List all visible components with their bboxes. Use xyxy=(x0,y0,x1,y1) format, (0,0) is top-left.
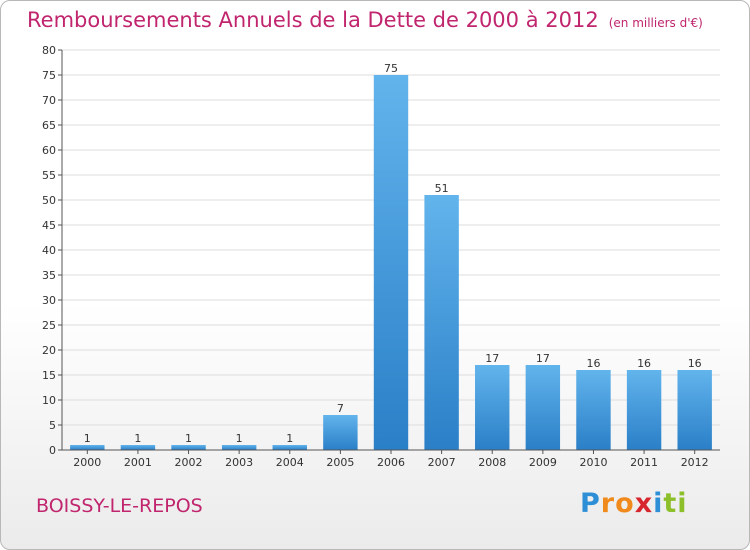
bar-value-label: 1 xyxy=(236,432,243,445)
bar xyxy=(70,445,105,450)
bar xyxy=(626,370,662,450)
y-tick-label: 30 xyxy=(42,294,56,307)
y-tick-label: 50 xyxy=(42,194,56,207)
bar xyxy=(424,195,459,450)
y-tick-label: 5 xyxy=(49,419,56,432)
bar-value-label: 51 xyxy=(435,182,449,195)
bar xyxy=(373,75,409,450)
bar xyxy=(677,370,712,450)
x-tick-label: 2011 xyxy=(630,456,658,469)
x-tick-label: 2006 xyxy=(377,456,405,469)
logo-letter: P xyxy=(580,488,601,519)
x-tick-label: 2003 xyxy=(225,456,253,469)
y-tick-label: 60 xyxy=(42,144,56,157)
bar-value-label: 16 xyxy=(586,357,600,370)
y-tick-label: 20 xyxy=(42,344,56,357)
bar xyxy=(272,445,307,450)
bar-value-label: 17 xyxy=(536,352,550,365)
proxiti-logo: Proxiti xyxy=(580,488,688,519)
bar-value-label: 16 xyxy=(688,357,702,370)
logo-letter: t xyxy=(663,488,678,519)
y-tick-label: 40 xyxy=(42,244,56,257)
chart-subtitle: (en milliers d'€) xyxy=(608,16,703,30)
bar-value-label: 1 xyxy=(286,432,293,445)
y-tick-label: 65 xyxy=(42,119,56,132)
y-tick-label: 55 xyxy=(42,169,56,182)
logo-letter: x xyxy=(634,488,654,519)
bar-value-label: 17 xyxy=(485,352,499,365)
y-tick-label: 0 xyxy=(49,444,56,457)
bar-value-label: 1 xyxy=(134,432,141,445)
bar-value-label: 16 xyxy=(637,357,651,370)
logo-letter: r xyxy=(600,488,616,519)
bar-value-label: 7 xyxy=(337,402,344,415)
y-tick-label: 70 xyxy=(42,94,56,107)
bar-value-label: 75 xyxy=(384,62,398,75)
x-tick-label: 2007 xyxy=(428,456,456,469)
chart-title-block: Remboursements Annuels de la Dette de 20… xyxy=(27,8,703,32)
bar xyxy=(323,415,358,450)
x-tick-label: 2005 xyxy=(326,456,354,469)
x-tick-label: 2002 xyxy=(175,456,203,469)
x-tick-label: 2012 xyxy=(681,456,709,469)
bar xyxy=(171,445,206,450)
x-tick-label: 2001 xyxy=(124,456,152,469)
x-tick-label: 2004 xyxy=(276,456,304,469)
x-tick-label: 2000 xyxy=(73,456,101,469)
axes: 0 5 10 15 20 25 30 35 40 45 50 55 60 65 70 75 80 2000 2001… xyxy=(42,44,720,469)
bar xyxy=(475,365,510,450)
y-tick-label: 15 xyxy=(42,369,56,382)
bar-value-label: 1 xyxy=(185,432,192,445)
y-tick-label: 45 xyxy=(42,219,56,232)
logo-letter: i xyxy=(653,488,664,519)
y-tick-label: 10 xyxy=(42,394,56,407)
y-tick-label: 35 xyxy=(42,269,56,282)
x-tick-label: 2008 xyxy=(478,456,506,469)
logo-letter: i xyxy=(677,488,688,519)
x-tick-label: 2010 xyxy=(579,456,607,469)
bar-value-label: 1 xyxy=(84,432,91,445)
bar xyxy=(120,445,156,450)
city-name: BOISSY-LE-REPOS xyxy=(36,495,203,517)
bar xyxy=(525,365,561,450)
bar xyxy=(221,445,257,450)
y-tick-label: 25 xyxy=(42,319,56,332)
y-tick-label: 80 xyxy=(42,44,56,57)
chart-title: Remboursements Annuels de la Dette de 20… xyxy=(27,8,599,32)
x-tick-label: 2009 xyxy=(529,456,557,469)
logo-letter: o xyxy=(615,488,635,519)
bar xyxy=(576,370,611,450)
y-tick-label: 75 xyxy=(42,69,56,82)
